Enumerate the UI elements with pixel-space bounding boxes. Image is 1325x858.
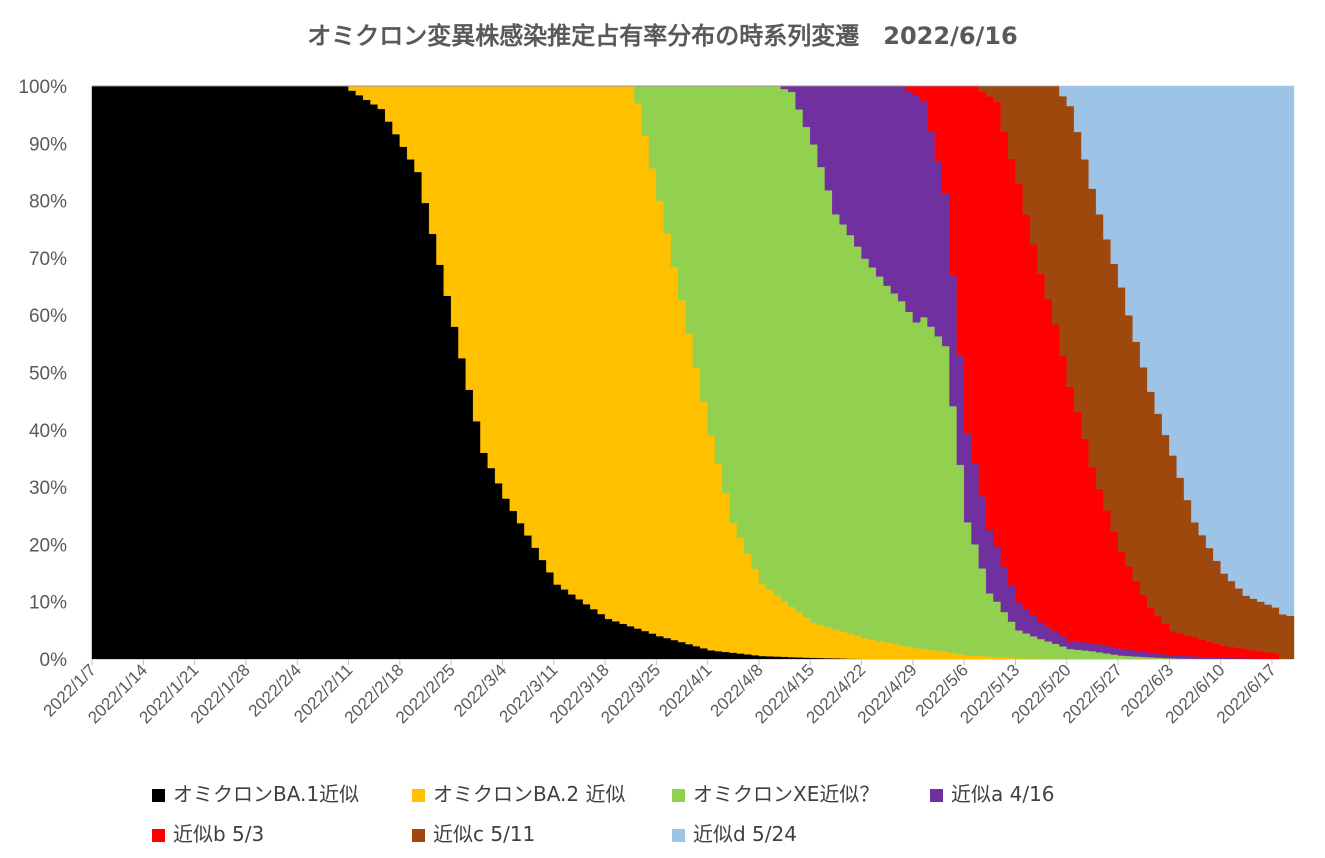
x-tick-labels: 2022/1/72022/1/142022/1/212022/1/282022/… (40, 660, 1280, 727)
legend-label: オミクロンBA.2 近似 (433, 782, 626, 806)
legend-swatch (152, 829, 165, 842)
y-tick-label: 30% (29, 478, 67, 499)
legend-label: 近似b 5/3 (173, 822, 265, 846)
chart-title: オミクロン変異株感染推定占有率分布の時系列変遷 2022/6/16 (307, 22, 1018, 50)
y-tick-label: 0% (40, 650, 68, 671)
legend-label: オミクロンBA.1近似 (173, 782, 360, 806)
y-tick-label: 80% (29, 192, 67, 213)
y-tick-label: 60% (29, 306, 67, 327)
y-tick-label: 40% (29, 421, 67, 442)
y-tick-label: 10% (29, 593, 67, 614)
legend-item: 近似c 5/11 (412, 818, 535, 847)
legend-swatch (412, 829, 425, 842)
y-tick-label: 100% (18, 77, 67, 98)
legend-item: 近似a 4/16 (930, 778, 1055, 807)
legend-swatch (672, 829, 685, 842)
y-tick-label: 50% (29, 364, 67, 385)
y-tick-label: 20% (29, 535, 67, 556)
legend-label: オミクロンXE近似？ (693, 782, 880, 806)
x-tick-label: 2022/4/1 (655, 660, 715, 720)
legend-swatch (672, 789, 685, 802)
axes (91, 659, 1294, 665)
legend-item: 近似b 5/3 (152, 818, 264, 847)
y-tick-label: 70% (29, 249, 67, 270)
series-areas (91, 85, 1295, 660)
legend-item: 近似d 5/24 (672, 818, 797, 847)
legend-item: オミクロンBA.2 近似 (412, 778, 626, 807)
legend-label: 近似c 5/11 (433, 822, 536, 846)
legend-label: 近似a 4/16 (951, 782, 1055, 806)
y-tick-labels: 0% 10% 20% 30% 40% 50% 60% 70% 80% 90% 100% (18, 77, 67, 671)
legend-item: オミクロンXE近似？ (672, 778, 879, 807)
legend-swatch (412, 789, 425, 802)
legend-swatch (930, 789, 943, 802)
legend-item: オミクロンBA.1近似 (152, 778, 359, 807)
y-tick-label: 90% (29, 134, 67, 155)
legend-swatch (152, 789, 165, 802)
legend-label: 近似d 5/24 (693, 822, 797, 846)
series-area-7 (92, 85, 1295, 617)
